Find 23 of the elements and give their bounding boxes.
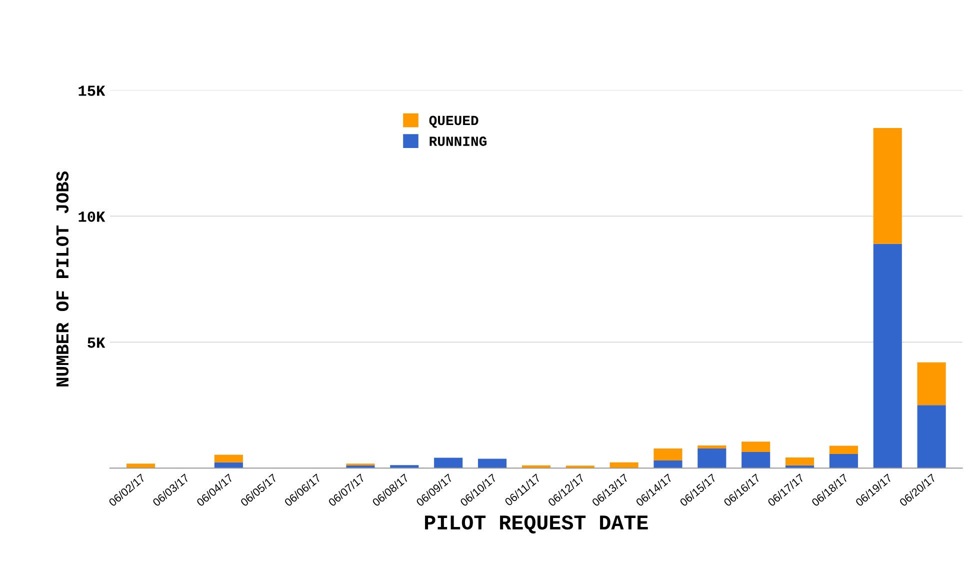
bar	[698, 448, 726, 468]
y-tick-label: 10K	[78, 212, 106, 222]
bar	[698, 445, 726, 448]
bar	[742, 442, 770, 452]
legend-label: RUNNING	[430, 136, 486, 146]
bar	[214, 454, 243, 462]
bar	[829, 446, 858, 454]
legend-label: QUEUED	[429, 116, 478, 128]
bar	[654, 460, 682, 468]
bar	[785, 458, 814, 466]
y-tick-label: 15K	[78, 86, 106, 96]
bar	[829, 454, 858, 468]
bar	[434, 458, 463, 468]
bar	[478, 458, 507, 468]
bar	[917, 362, 946, 406]
bar	[873, 244, 902, 468]
y-tick-label: 5K	[88, 338, 106, 348]
x-axis-title: PILOT REQUEST DATE	[425, 515, 648, 534]
bar	[917, 405, 946, 468]
bar	[742, 452, 770, 468]
y-axis-title: NUMBER OF PILOT JOBS	[56, 171, 69, 386]
bar	[873, 128, 902, 244]
bar	[654, 448, 682, 461]
